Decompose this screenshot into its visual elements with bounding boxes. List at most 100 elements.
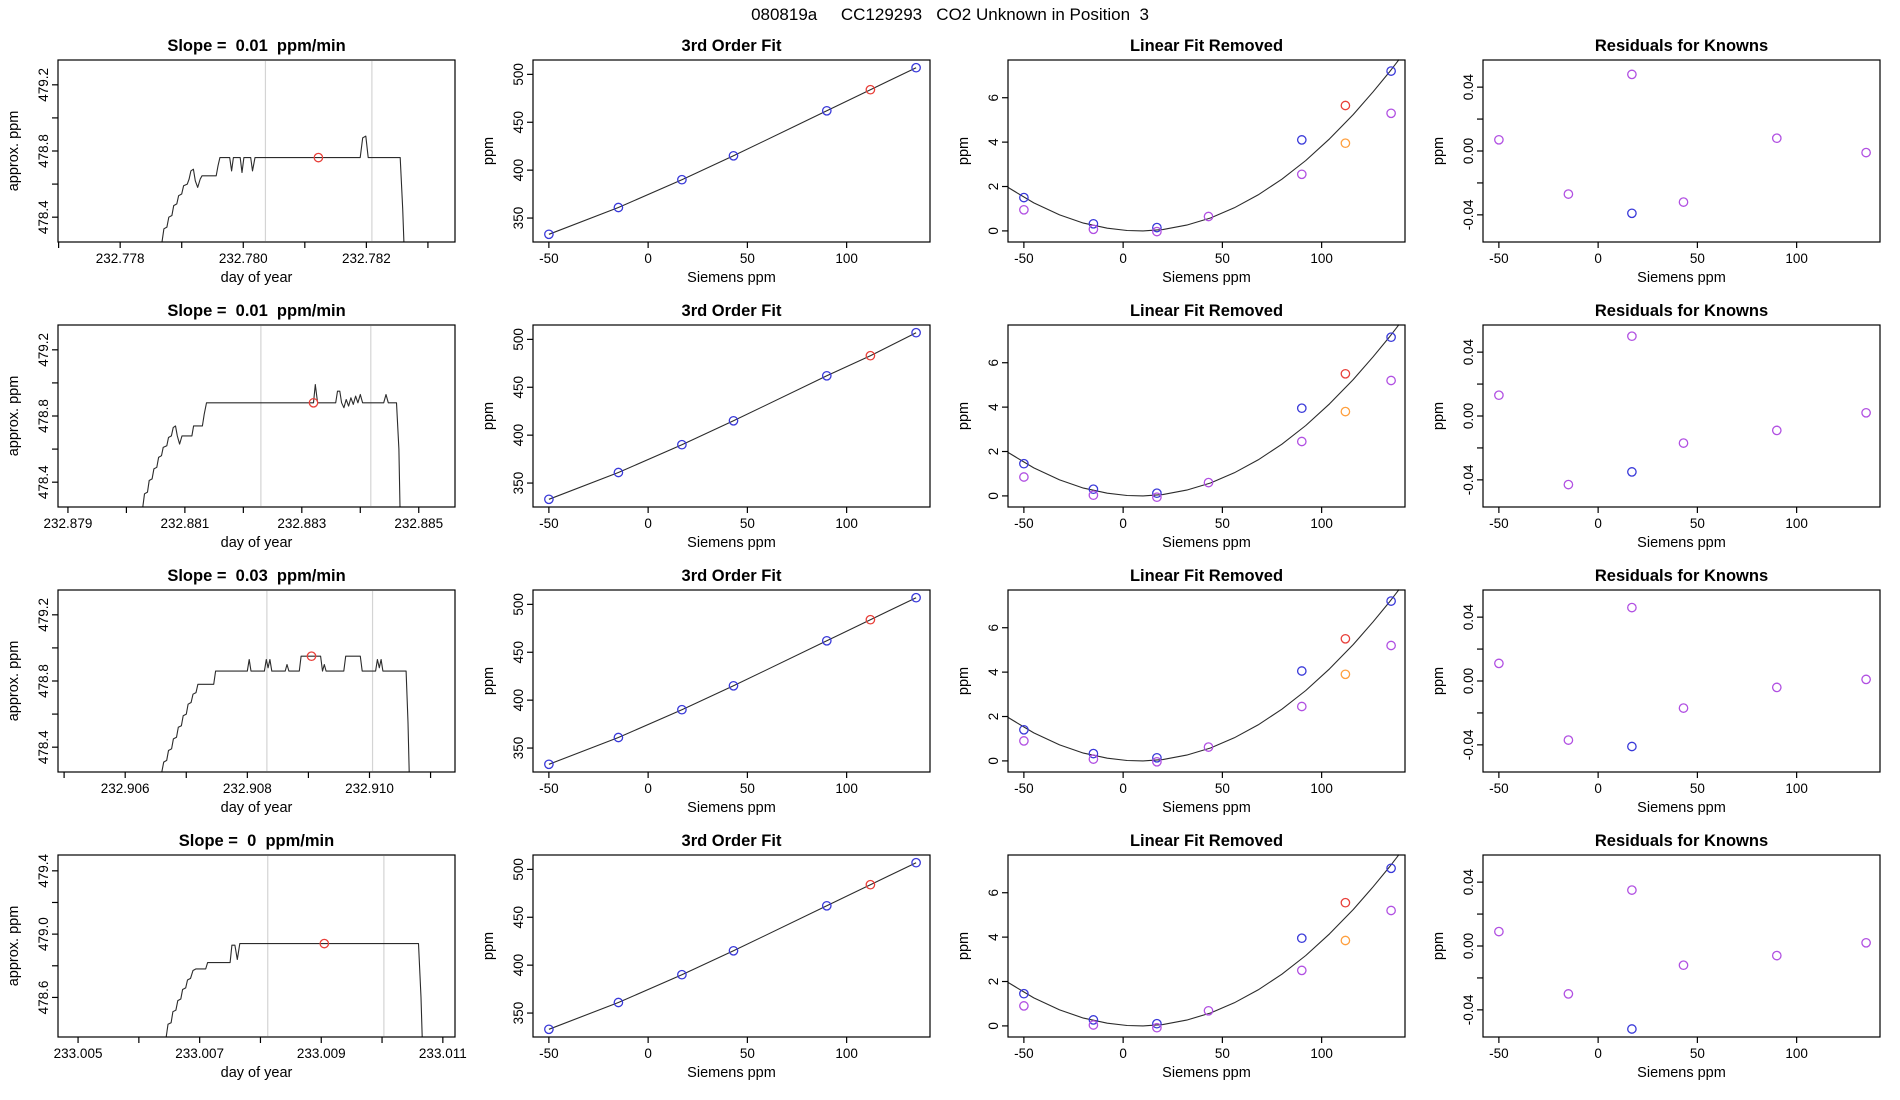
- svg-text:6: 6: [986, 94, 1001, 102]
- svg-text:4: 4: [986, 668, 1001, 676]
- svg-text:ppm: ppm: [1431, 667, 1447, 695]
- svg-text:100: 100: [835, 516, 858, 531]
- svg-text:0: 0: [1594, 781, 1602, 796]
- svg-text:0: 0: [1594, 516, 1602, 531]
- svg-text:400: 400: [511, 159, 526, 182]
- svg-text:50: 50: [1215, 251, 1230, 266]
- svg-text:-50: -50: [539, 516, 559, 531]
- svg-text:100: 100: [835, 781, 858, 796]
- svg-text:2: 2: [986, 713, 1001, 721]
- plot-row4-3rd-order-fit: -50 0 50 100 350 400 450 500 3rd Order Fit Siemen…: [475, 825, 950, 1090]
- svg-text:0: 0: [644, 516, 652, 531]
- svg-text:Residuals for Knowns: Residuals for Knowns: [1595, 567, 1768, 585]
- svg-text:0: 0: [644, 781, 652, 796]
- plot-grid: 232.778 232.780 232.782 478.4 478.8 479.2 Slop…: [0, 30, 1900, 1090]
- svg-text:-50: -50: [1489, 1046, 1509, 1061]
- svg-text:0: 0: [644, 251, 652, 266]
- plot-row1-linear-fit-removed: -50 0 50 100 0 2 4 6 Linear Fit Removed Siemens p…: [950, 30, 1425, 295]
- svg-text:3rd Order Fit: 3rd Order Fit: [682, 302, 782, 320]
- svg-text:Siemens ppm: Siemens ppm: [687, 270, 776, 286]
- svg-text:50: 50: [740, 516, 755, 531]
- svg-text:4: 4: [986, 138, 1001, 146]
- svg-text:0.04: 0.04: [1461, 869, 1476, 896]
- svg-text:478.8: 478.8: [36, 399, 51, 433]
- svg-text:-0.04: -0.04: [1461, 994, 1476, 1025]
- svg-text:Residuals for Knowns: Residuals for Knowns: [1595, 832, 1768, 850]
- svg-text:-50: -50: [1014, 781, 1034, 796]
- svg-text:Linear Fit Removed: Linear Fit Removed: [1130, 832, 1283, 850]
- svg-text:-50: -50: [539, 781, 559, 796]
- svg-text:Siemens ppm: Siemens ppm: [1637, 270, 1726, 286]
- svg-text:Linear Fit Removed: Linear Fit Removed: [1130, 567, 1283, 585]
- plot-row3-linear-fit-removed: -50 0 50 100 0 2 4 6 Linear Fit Removed Siemens p…: [950, 560, 1425, 825]
- svg-text:478.6: 478.6: [36, 981, 51, 1015]
- svg-text:100: 100: [1785, 516, 1808, 531]
- svg-text:233.005: 233.005: [54, 1046, 103, 1061]
- svg-text:ppm: ppm: [481, 402, 497, 430]
- svg-text:100: 100: [1310, 1046, 1333, 1061]
- svg-text:-50: -50: [1014, 251, 1034, 266]
- svg-text:0: 0: [1119, 1046, 1127, 1061]
- svg-text:6: 6: [986, 624, 1001, 632]
- svg-text:3rd Order Fit: 3rd Order Fit: [682, 832, 782, 850]
- svg-text:day of year: day of year: [221, 1065, 293, 1081]
- svg-text:Siemens ppm: Siemens ppm: [687, 800, 776, 816]
- svg-text:232.906: 232.906: [101, 781, 150, 796]
- svg-text:450: 450: [511, 641, 526, 664]
- svg-text:50: 50: [1690, 1046, 1705, 1061]
- svg-text:Slope = 0.01 ppm/min: Slope = 0.01 ppm/min: [167, 302, 345, 320]
- svg-text:2: 2: [986, 978, 1001, 986]
- svg-text:ppm: ppm: [956, 932, 972, 960]
- svg-text:-0.04: -0.04: [1461, 729, 1476, 760]
- svg-text:232.782: 232.782: [342, 251, 391, 266]
- svg-text:479.2: 479.2: [36, 68, 51, 102]
- svg-text:478.4: 478.4: [36, 730, 51, 764]
- svg-text:232.780: 232.780: [219, 251, 268, 266]
- svg-text:0: 0: [644, 1046, 652, 1061]
- svg-text:50: 50: [1215, 781, 1230, 796]
- svg-text:350: 350: [511, 472, 526, 495]
- svg-text:232.883: 232.883: [277, 516, 326, 531]
- svg-text:0: 0: [1594, 251, 1602, 266]
- svg-text:ppm: ppm: [481, 137, 497, 165]
- svg-text:50: 50: [740, 251, 755, 266]
- svg-text:500: 500: [511, 858, 526, 881]
- svg-text:ppm: ppm: [956, 402, 972, 430]
- plot-row4-residuals: -50 0 50 100 -0.04 0.00 0.04 Residuals for Know…: [1425, 825, 1900, 1090]
- svg-text:400: 400: [511, 424, 526, 447]
- svg-text:50: 50: [1690, 781, 1705, 796]
- svg-text:233.007: 233.007: [175, 1046, 224, 1061]
- svg-text:Siemens ppm: Siemens ppm: [1637, 1065, 1726, 1081]
- plot-row3-slope: 232.906 232.908 232.910 478.4 478.8 479.2 Slop…: [0, 560, 475, 825]
- svg-text:233.009: 233.009: [297, 1046, 346, 1061]
- svg-text:ppm: ppm: [956, 137, 972, 165]
- svg-text:4: 4: [986, 933, 1001, 941]
- plot-row1-slope: 232.778 232.780 232.782 478.4 478.8 479.2 Slop…: [0, 30, 475, 295]
- svg-text:day of year: day of year: [221, 800, 293, 816]
- svg-text:0: 0: [1594, 1046, 1602, 1061]
- svg-text:6: 6: [986, 359, 1001, 367]
- plot-row1-3rd-order-fit: -50 0 50 100 350 400 450 500 3rd Order Fit Siemen…: [475, 30, 950, 295]
- svg-text:-50: -50: [539, 1046, 559, 1061]
- svg-text:478.4: 478.4: [36, 200, 51, 234]
- plot-row4-linear-fit-removed: -50 0 50 100 0 2 4 6 Linear Fit Removed Siemens p…: [950, 825, 1425, 1090]
- svg-text:Siemens ppm: Siemens ppm: [1637, 800, 1726, 816]
- svg-text:ppm: ppm: [1431, 137, 1447, 165]
- svg-text:350: 350: [511, 207, 526, 230]
- svg-text:3rd Order Fit: 3rd Order Fit: [682, 37, 782, 55]
- plot-row3-3rd-order-fit: -50 0 50 100 350 400 450 500 3rd Order Fit Siemen…: [475, 560, 950, 825]
- svg-text:Slope = 0 ppm/min: Slope = 0 ppm/min: [179, 832, 334, 850]
- svg-text:350: 350: [511, 737, 526, 760]
- svg-text:approx. ppm: approx. ppm: [6, 641, 22, 722]
- svg-text:Residuals for Knowns: Residuals for Knowns: [1595, 37, 1768, 55]
- svg-text:450: 450: [511, 111, 526, 134]
- svg-text:100: 100: [1785, 251, 1808, 266]
- svg-text:233.011: 233.011: [419, 1046, 467, 1061]
- svg-text:0: 0: [1119, 781, 1127, 796]
- svg-text:0.04: 0.04: [1461, 74, 1476, 101]
- svg-text:2: 2: [986, 448, 1001, 456]
- svg-text:approx. ppm: approx. ppm: [6, 906, 22, 987]
- svg-text:232.908: 232.908: [223, 781, 272, 796]
- svg-text:approx. ppm: approx. ppm: [6, 376, 22, 457]
- svg-text:-0.04: -0.04: [1461, 199, 1476, 230]
